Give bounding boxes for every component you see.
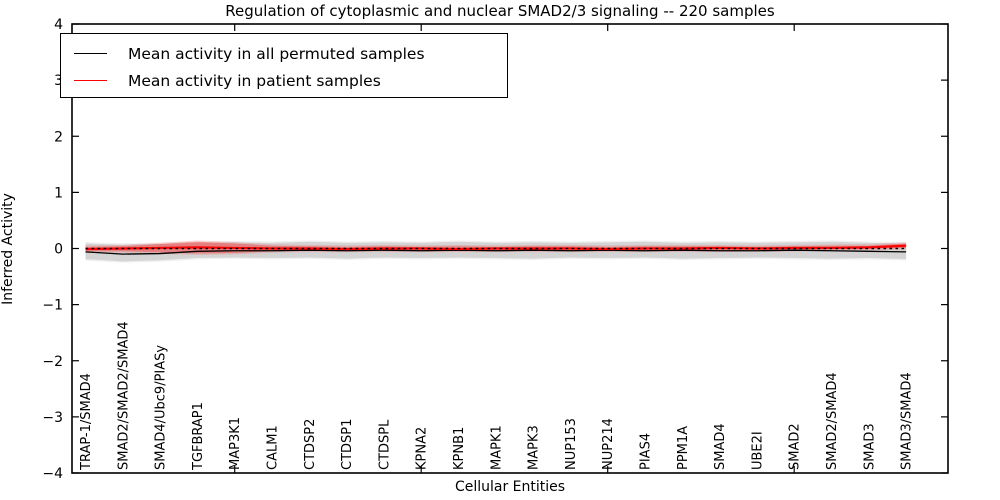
svg-text:SMAD3/SMAD4: SMAD3/SMAD4	[900, 372, 915, 470]
x-tick-label: MAP3K1	[228, 417, 243, 470]
svg-text:CTDSP2: CTDSP2	[303, 419, 318, 470]
x-tick-label: SMAD2/SMAD4	[825, 372, 840, 470]
svg-text:SMAD4: SMAD4	[713, 423, 728, 470]
y-tick-label: −2	[42, 354, 63, 370]
legend-label-permuted: Mean activity in all permuted samples	[128, 44, 425, 63]
svg-text:KPNA2: KPNA2	[415, 427, 430, 470]
permuted-mean-line	[85, 249, 907, 255]
x-tick-label: CTDSP2	[303, 419, 318, 470]
y-tick-label: 4	[54, 17, 63, 33]
patient-line-swatch	[74, 80, 107, 81]
x-tick-label: PIAS4	[639, 433, 654, 470]
svg-text:PIAS4: PIAS4	[639, 433, 654, 470]
x-tick-label: UBE2I	[750, 431, 765, 470]
y-tick-label: 2	[54, 129, 63, 145]
y-tick-label: 1	[54, 185, 63, 201]
y-tick-label: 0	[54, 242, 63, 258]
permuted-samples-range-outer	[85, 240, 907, 263]
permuted-line-swatch	[74, 53, 107, 54]
x-tick-label: MAPK1	[489, 425, 504, 470]
x-tick-label: SMAD4	[713, 423, 728, 470]
svg-text:MAP3K1: MAP3K1	[228, 417, 243, 470]
svg-text:PPM1A: PPM1A	[676, 426, 691, 470]
svg-text:CALM1: CALM1	[266, 425, 281, 470]
chart-title: Regulation of cytoplasmic and nuclear SM…	[225, 2, 775, 20]
svg-text:NUP214: NUP214	[601, 418, 616, 470]
svg-text:SMAD4/Ubc9/PIASy: SMAD4/Ubc9/PIASy	[154, 345, 169, 470]
svg-text:SMAD2: SMAD2	[788, 423, 803, 470]
y-tick-label: 3	[54, 73, 63, 89]
legend: Mean activity in all permuted samples Me…	[60, 33, 508, 98]
svg-text:KPNB1: KPNB1	[452, 427, 467, 470]
x-tick-label: TRAP-1/SMAD4	[79, 373, 94, 471]
x-tick-label: SMAD2	[788, 423, 803, 470]
svg-text:SMAD2/SMAD2/SMAD4: SMAD2/SMAD2/SMAD4	[116, 321, 131, 470]
x-tick-label: MAPK3	[527, 425, 542, 470]
legend-item-permuted: Mean activity in all permuted samples	[74, 40, 507, 67]
svg-text:CTDSPL: CTDSPL	[377, 419, 392, 470]
svg-text:TGFBRAP1: TGFBRAP1	[191, 402, 206, 471]
svg-text:NUP153: NUP153	[564, 418, 579, 470]
y-tick-label: −1	[42, 298, 63, 314]
x-tick-label: CALM1	[266, 425, 281, 470]
x-tick-label: PPM1A	[676, 426, 691, 470]
x-tick-label: CTDSPL	[377, 419, 392, 470]
x-tick-label: NUP153	[564, 418, 579, 470]
svg-text:UBE2I: UBE2I	[750, 431, 765, 470]
svg-text:SMAD3: SMAD3	[862, 423, 877, 470]
x-tick-label: SMAD3/SMAD4	[900, 372, 915, 470]
x-tick-label: TGFBRAP1	[191, 402, 206, 471]
x-tick-label: NUP214	[601, 418, 616, 470]
y-axis-label: Inferred Activity	[0, 193, 16, 305]
svg-text:MAPK1: MAPK1	[489, 425, 504, 470]
x-tick-label: SMAD2/SMAD2/SMAD4	[116, 321, 131, 470]
permuted-samples-range	[85, 241, 907, 262]
x-tick-label: KPNA2	[415, 427, 430, 470]
y-tick-label: −4	[42, 466, 63, 482]
axis-ticks	[72, 23, 948, 474]
y-tick-label: −3	[42, 410, 63, 426]
svg-text:MAPK3: MAPK3	[527, 425, 542, 470]
x-tick-label: SMAD3	[862, 423, 877, 470]
legend-label-patient: Mean activity in patient samples	[128, 71, 381, 90]
x-tick-label: KPNB1	[452, 427, 467, 470]
svg-text:CTDSP1: CTDSP1	[340, 419, 355, 470]
svg-text:SMAD2/SMAD4: SMAD2/SMAD4	[825, 372, 840, 470]
x-axis-label: Cellular Entities	[454, 479, 566, 495]
x-tick-label: SMAD4/Ubc9/PIASy	[154, 345, 169, 470]
svg-text:TRAP-1/SMAD4: TRAP-1/SMAD4	[79, 373, 94, 471]
legend-item-patient: Mean activity in patient samples	[74, 67, 507, 94]
x-tick-label: CTDSP1	[340, 419, 355, 470]
